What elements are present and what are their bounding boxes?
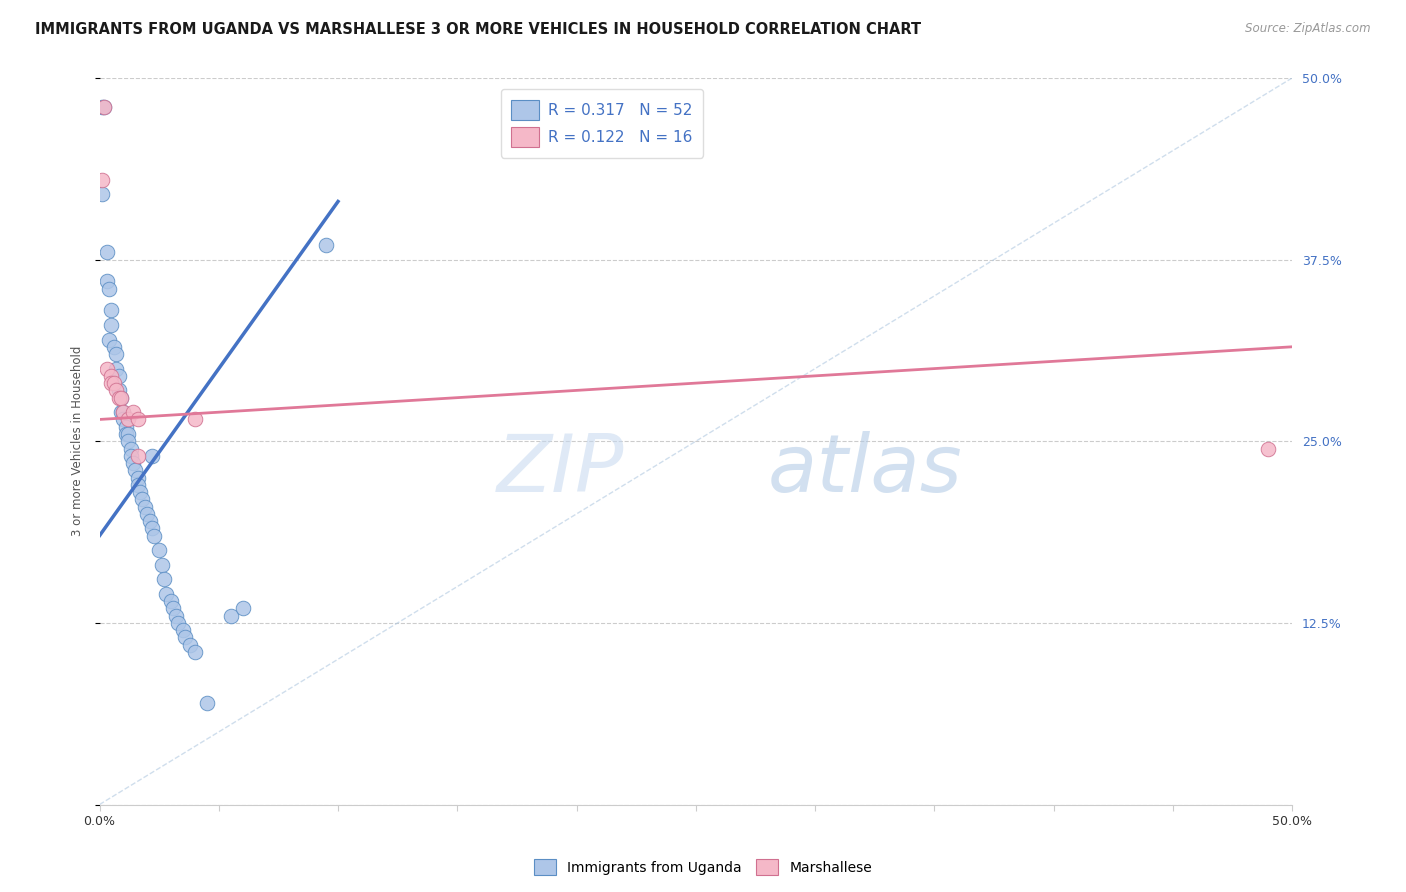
Point	[117, 412, 139, 426]
Text: IMMIGRANTS FROM UGANDA VS MARSHALLESE 3 OR MORE VEHICLES IN HOUSEHOLD CORRELATIO: IMMIGRANTS FROM UGANDA VS MARSHALLESE 3 …	[35, 22, 921, 37]
Point	[127, 478, 149, 492]
Point	[165, 608, 187, 623]
Point	[98, 333, 121, 347]
Text: Source: ZipAtlas.com: Source: ZipAtlas.com	[1246, 22, 1371, 36]
Point	[96, 245, 118, 260]
Legend: R = 0.317   N = 52, R = 0.122   N = 16: R = 0.317 N = 52, R = 0.122 N = 16	[501, 89, 703, 158]
Point	[143, 529, 166, 543]
Y-axis label: 3 or more Vehicles in Household: 3 or more Vehicles in Household	[72, 346, 84, 536]
Point	[141, 521, 163, 535]
Point	[127, 449, 149, 463]
Point	[167, 615, 190, 630]
Point	[131, 492, 153, 507]
Point	[150, 558, 173, 572]
Point	[100, 376, 122, 391]
Point	[105, 384, 128, 398]
Point	[184, 412, 207, 426]
Text: ZIP: ZIP	[496, 432, 624, 509]
Point	[105, 361, 128, 376]
Point	[179, 638, 201, 652]
Point	[112, 412, 135, 426]
Point	[219, 608, 242, 623]
Point	[103, 376, 125, 391]
Point	[1257, 442, 1279, 456]
Point	[110, 391, 132, 405]
Point	[110, 391, 132, 405]
Point	[153, 572, 176, 586]
Point	[100, 303, 122, 318]
Point	[120, 449, 142, 463]
Point	[112, 405, 135, 419]
Point	[127, 412, 149, 426]
Point	[315, 238, 337, 252]
Point	[90, 100, 112, 114]
Point	[90, 187, 112, 202]
Point	[90, 172, 112, 186]
Point	[114, 427, 136, 442]
Point	[134, 500, 156, 514]
Point	[105, 347, 128, 361]
Point	[117, 434, 139, 449]
Point	[148, 543, 170, 558]
Point	[107, 391, 129, 405]
Point	[103, 340, 125, 354]
Point	[100, 318, 122, 332]
Point	[141, 449, 163, 463]
Point	[110, 405, 132, 419]
Legend: Immigrants from Uganda, Marshallese: Immigrants from Uganda, Marshallese	[529, 854, 877, 880]
Point	[98, 282, 121, 296]
Point	[160, 594, 183, 608]
Point	[162, 601, 184, 615]
Point	[107, 384, 129, 398]
Point	[172, 623, 194, 637]
Point	[155, 587, 177, 601]
Point	[96, 274, 118, 288]
Point	[117, 427, 139, 442]
Point	[184, 645, 207, 659]
Point	[136, 507, 159, 521]
Point	[93, 100, 115, 114]
Point	[122, 405, 145, 419]
Point	[100, 368, 122, 383]
Point	[112, 405, 135, 419]
Point	[120, 442, 142, 456]
Point	[138, 514, 160, 528]
Text: atlas: atlas	[768, 432, 962, 509]
Point	[174, 631, 197, 645]
Point	[124, 463, 146, 477]
Point	[122, 456, 145, 470]
Point	[195, 696, 218, 710]
Point	[107, 368, 129, 383]
Point	[127, 470, 149, 484]
Point	[232, 601, 254, 615]
Point	[96, 361, 118, 376]
Point	[129, 485, 152, 500]
Point	[114, 419, 136, 434]
Point	[93, 100, 115, 114]
